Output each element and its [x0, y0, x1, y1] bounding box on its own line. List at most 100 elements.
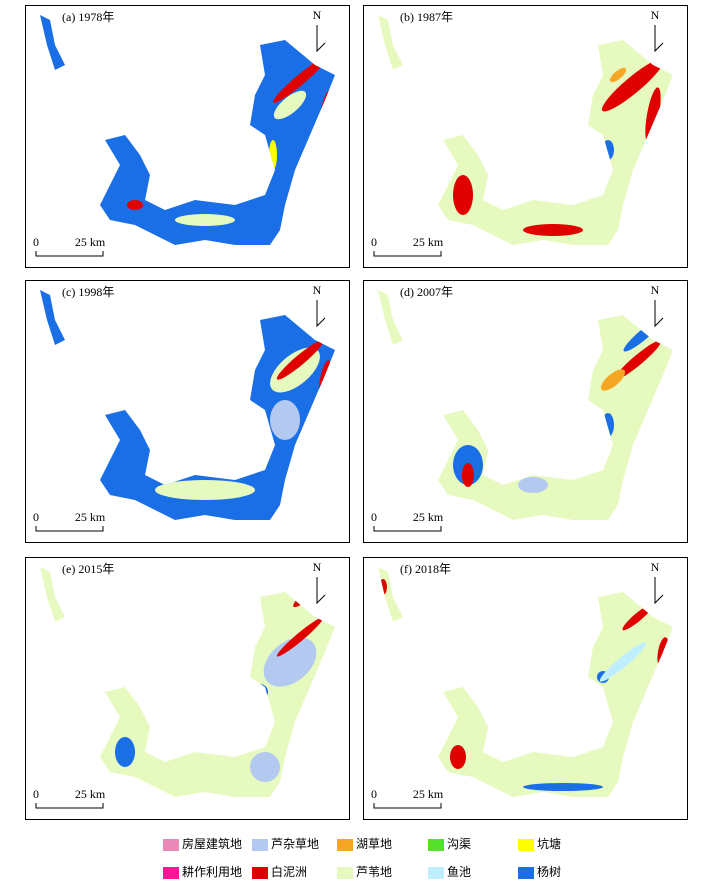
legend-swatch	[337, 867, 353, 879]
land-patch	[293, 586, 317, 608]
scale-start: 0	[33, 235, 39, 249]
legend-label: 耕作利用地	[182, 864, 242, 879]
scale-start: 0	[33, 787, 39, 801]
north-label: N	[313, 8, 322, 22]
land-patch	[252, 684, 268, 700]
legend-swatch	[518, 839, 534, 851]
land-area	[40, 290, 335, 520]
land-patch	[270, 400, 300, 440]
north-label: N	[313, 283, 322, 297]
land-patch	[518, 477, 548, 493]
panel-border	[363, 557, 688, 820]
north-arrow	[654, 300, 664, 328]
scale-bar	[35, 526, 104, 532]
land-patch	[263, 637, 317, 687]
land-patch	[273, 90, 307, 120]
land-patch	[523, 783, 603, 791]
land-patch	[601, 58, 665, 112]
land-base	[40, 15, 335, 245]
land-area	[378, 290, 673, 520]
land-patch	[614, 340, 662, 380]
land-area	[378, 15, 673, 245]
land-patch	[453, 175, 473, 215]
legend-swatch	[428, 839, 444, 851]
land-area	[378, 567, 673, 797]
land-patch	[609, 67, 627, 83]
land-patch	[645, 87, 661, 143]
scale-start: 0	[33, 510, 39, 524]
legend-label: 房屋建筑地	[182, 836, 242, 851]
land-area	[40, 567, 335, 797]
legend-swatch	[252, 839, 268, 851]
legend-label: 杨树	[537, 864, 561, 879]
land-base	[40, 567, 335, 797]
legend-label: 芦苇地	[356, 865, 392, 879]
land-patch	[379, 579, 387, 595]
land-base	[378, 567, 673, 797]
scale-end: 25 km	[75, 787, 106, 801]
land-patch	[599, 642, 647, 682]
land-patch	[250, 752, 280, 782]
scale-bar	[35, 251, 104, 257]
legend-label: 芦杂草地	[271, 837, 319, 851]
legend-label: 湖草地	[356, 836, 392, 851]
scale-bar	[373, 526, 442, 532]
land-patch	[276, 617, 324, 657]
scale-end: 25 km	[75, 510, 106, 524]
scale-start: 0	[371, 235, 377, 249]
map-panel: (a) 1978年 N 0 25 km	[25, 5, 350, 268]
legend-swatch	[337, 839, 353, 851]
map-panel: (f) 2018年 N 0 25 km	[363, 557, 688, 820]
land-patch	[269, 140, 277, 170]
land-base	[40, 290, 335, 520]
north-arrow	[316, 25, 326, 53]
scale-start: 0	[371, 787, 377, 801]
north-arrow	[316, 577, 326, 605]
legend-swatch	[163, 839, 179, 851]
map-panel: (e) 2015年 N 0 25 km	[25, 557, 350, 820]
map-panel: (c) 1998年 N 0 25 km	[25, 280, 350, 543]
panel-border	[25, 5, 350, 268]
land-patch	[155, 480, 255, 500]
panel-border	[25, 280, 350, 543]
panel-label: (a) 1978年	[62, 10, 114, 24]
land-patch	[127, 200, 143, 210]
legend-label: 坑塘	[537, 836, 561, 851]
north-label: N	[313, 560, 322, 574]
panel-label: (b) 1987年	[400, 10, 453, 24]
scale-end: 25 km	[413, 787, 444, 801]
north-label: N	[651, 8, 660, 22]
scale-end: 25 km	[75, 235, 106, 249]
scale-bar	[35, 803, 104, 809]
legend-label: 沟渠	[447, 837, 471, 851]
land-patch	[115, 737, 135, 767]
scale-bar	[373, 251, 442, 257]
panel-label: (f) 2018年	[400, 562, 451, 576]
land-area	[40, 15, 335, 245]
land-patch	[600, 369, 626, 391]
land-patch	[272, 57, 328, 103]
panel-border	[25, 557, 350, 820]
scale-start: 0	[371, 510, 377, 524]
scale-bar	[373, 803, 442, 809]
north-arrow	[654, 25, 664, 53]
panel-border	[363, 280, 688, 543]
map-panel: (b) 1987年 N 0 25 km	[363, 5, 688, 268]
north-label: N	[651, 283, 660, 297]
north-arrow	[654, 577, 664, 605]
north-label: N	[651, 560, 660, 574]
legend-swatch	[163, 867, 179, 879]
land-patch	[523, 224, 583, 236]
legend-swatch	[252, 867, 268, 879]
land-patch	[602, 140, 614, 160]
panel-label: (e) 2015年	[62, 562, 114, 576]
scale-end: 25 km	[413, 510, 444, 524]
panel-label: (c) 1998年	[62, 285, 114, 299]
panel-border	[363, 5, 688, 268]
land-patch	[462, 463, 474, 487]
legend-swatch	[518, 867, 534, 879]
land-base	[378, 290, 673, 520]
north-arrow	[316, 300, 326, 328]
land-patch	[175, 214, 235, 226]
